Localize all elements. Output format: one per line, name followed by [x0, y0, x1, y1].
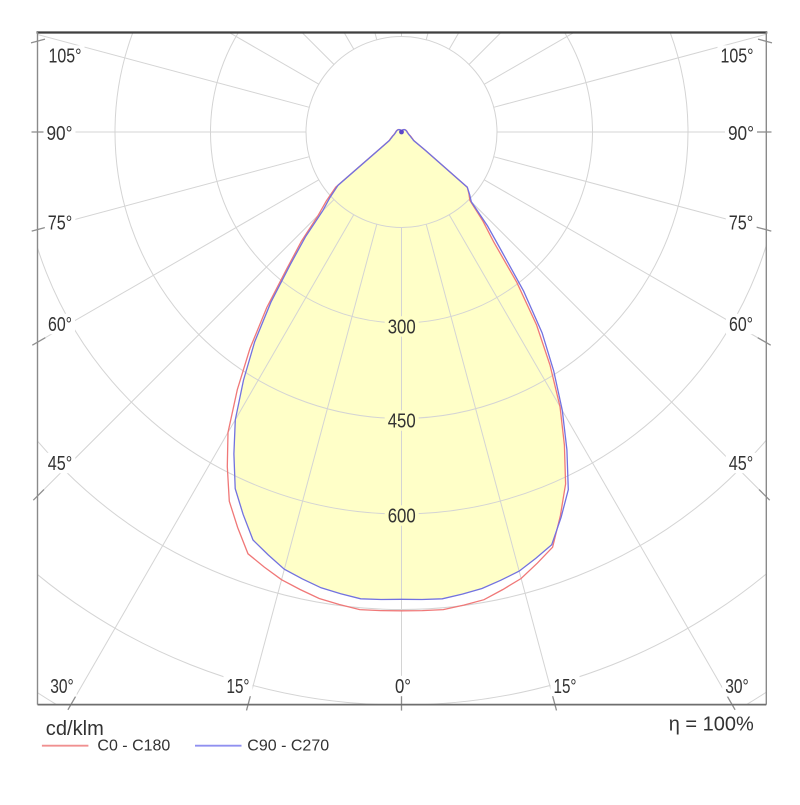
svg-text:C0 - C180: C0 - C180	[97, 738, 170, 755]
svg-text:30°: 30°	[50, 676, 74, 698]
svg-text:105°: 105°	[721, 45, 754, 67]
svg-text:600: 600	[388, 505, 416, 527]
svg-text:90°: 90°	[728, 123, 754, 145]
svg-text:450: 450	[388, 410, 416, 432]
svg-text:0°: 0°	[395, 676, 411, 698]
svg-text:90°: 90°	[47, 123, 73, 145]
svg-text:60°: 60°	[729, 314, 753, 336]
svg-text:105°: 105°	[49, 45, 82, 67]
svg-text:75°: 75°	[729, 212, 754, 234]
svg-text:15°: 15°	[554, 676, 577, 698]
svg-text:η = 100%: η = 100%	[669, 714, 754, 736]
svg-text:75°: 75°	[48, 212, 73, 234]
svg-text:C90 - C270: C90 - C270	[247, 738, 329, 755]
svg-text:15°: 15°	[227, 676, 250, 698]
svg-text:45°: 45°	[48, 453, 73, 475]
svg-text:60°: 60°	[48, 314, 72, 336]
svg-text:45°: 45°	[729, 453, 754, 475]
svg-text:cd/klm: cd/klm	[46, 718, 104, 740]
svg-text:300: 300	[388, 316, 416, 338]
svg-text:30°: 30°	[725, 676, 749, 698]
